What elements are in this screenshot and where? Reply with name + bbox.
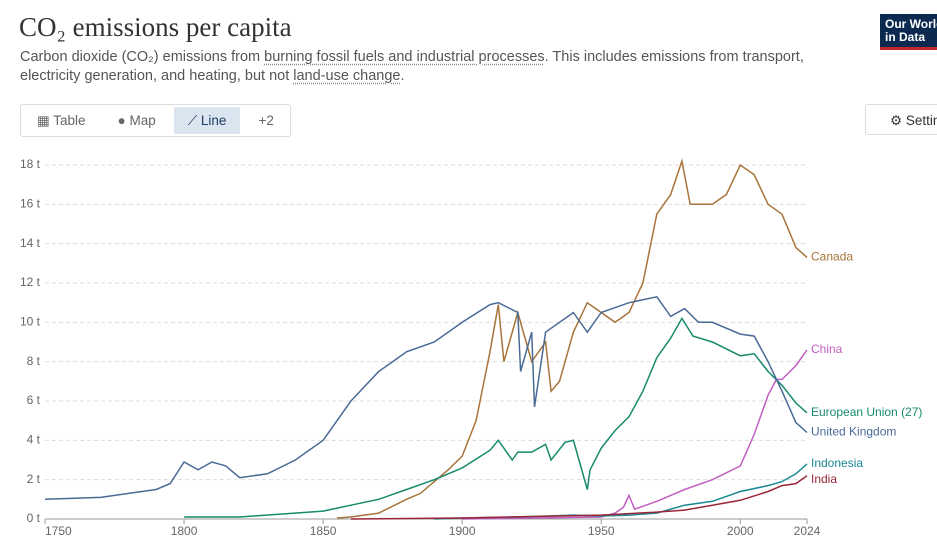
- x-tick-label: 2000: [727, 524, 754, 538]
- y-tick-label: 18 t: [20, 157, 41, 171]
- subtitle-text: Carbon dioxide (CO₂) emissions from: [20, 49, 265, 65]
- logo[interactable]: Our Worldin Data: [880, 14, 937, 50]
- tab-table[interactable]: ▦ Table: [37, 113, 86, 128]
- series-line: [44, 295, 808, 501]
- x-tick-label: 1900: [449, 524, 476, 538]
- tab-label: Map: [129, 113, 156, 128]
- settings-label: Settings: [905, 113, 937, 128]
- tab-more[interactable]: +2: [244, 107, 287, 134]
- series-line: [350, 475, 808, 520]
- series-line: [336, 158, 808, 519]
- legend-label: European Union (27): [811, 405, 922, 419]
- x-tick-label: 1850: [310, 524, 337, 538]
- chart-subtitle: Carbon dioxide (CO₂) emissions from burn…: [20, 48, 840, 86]
- x-tick-label: 1950: [588, 524, 615, 538]
- legend-label: Indonesia: [811, 456, 863, 470]
- x-tick-label: 1800: [171, 524, 198, 538]
- legend-label: Canada: [811, 250, 853, 264]
- series-line: [184, 316, 808, 518]
- legend-label: United Kingdom: [811, 425, 896, 439]
- y-tick-label: 16 t: [20, 197, 41, 211]
- y-tick-label: 2 t: [27, 472, 41, 486]
- series-line: [462, 349, 808, 520]
- subtitle-text: . This includes emissions from transport…: [20, 49, 804, 84]
- subtitle-text: .: [400, 68, 405, 84]
- legend-label: China: [811, 342, 843, 356]
- settings-button[interactable]: ⚙ Settings: [865, 104, 937, 135]
- y-tick-label: 4 t: [27, 433, 41, 447]
- y-tick-label: 6 t: [27, 393, 41, 407]
- series-line: [434, 463, 808, 520]
- logo-text: in Data: [885, 30, 926, 44]
- subtitle-link[interactable]: burning fossil fuels and industrial proc…: [264, 49, 545, 65]
- y-tick-label: 10 t: [20, 315, 41, 329]
- y-tick-label: 12 t: [20, 275, 41, 289]
- subtitle-link[interactable]: land-use change: [293, 68, 401, 84]
- tab-label: Table: [53, 113, 86, 128]
- tab-bar: ▦ Table ● Map ⟋ Line +2: [20, 104, 291, 137]
- tab-label: +2: [258, 113, 274, 128]
- chart-title: CO₂ emissions per capita: [19, 12, 292, 42]
- logo-text: Our World: [885, 17, 937, 31]
- x-tick-label: 1750: [45, 524, 72, 538]
- x-tick-label: 2024: [794, 524, 821, 538]
- legend-label: India: [811, 472, 837, 486]
- tab-map[interactable]: ● Map: [117, 113, 156, 128]
- tab-label: Line: [200, 113, 227, 128]
- y-tick-label: 8 t: [27, 354, 41, 368]
- y-tick-label: 0 t: [27, 511, 41, 525]
- y-tick-label: 14 t: [20, 236, 41, 250]
- tab-line[interactable]: ⟋ Line: [173, 107, 241, 134]
